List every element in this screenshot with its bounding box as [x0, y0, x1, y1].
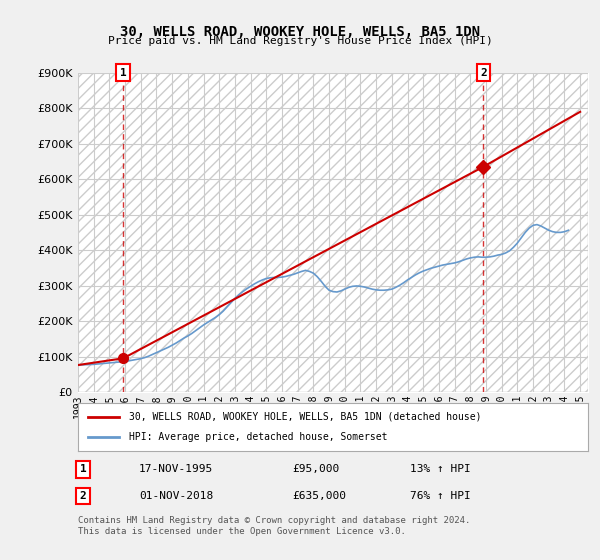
Text: 13% ↑ HPI: 13% ↑ HPI: [409, 464, 470, 474]
Text: HPI: Average price, detached house, Somerset: HPI: Average price, detached house, Some…: [129, 432, 388, 442]
Text: 30, WELLS ROAD, WOOKEY HOLE, WELLS, BA5 1DN (detached house): 30, WELLS ROAD, WOOKEY HOLE, WELLS, BA5 …: [129, 412, 482, 422]
Text: Contains HM Land Registry data © Crown copyright and database right 2024.
This d: Contains HM Land Registry data © Crown c…: [78, 516, 470, 536]
Text: £635,000: £635,000: [292, 491, 346, 501]
Text: 1: 1: [80, 464, 86, 474]
Text: Price paid vs. HM Land Registry's House Price Index (HPI): Price paid vs. HM Land Registry's House …: [107, 36, 493, 46]
Text: 30, WELLS ROAD, WOOKEY HOLE, WELLS, BA5 1DN: 30, WELLS ROAD, WOOKEY HOLE, WELLS, BA5 …: [120, 25, 480, 39]
Text: 2: 2: [480, 68, 487, 78]
Text: 2: 2: [80, 491, 86, 501]
Text: 01-NOV-2018: 01-NOV-2018: [139, 491, 214, 501]
Text: £95,000: £95,000: [292, 464, 340, 474]
Text: 17-NOV-1995: 17-NOV-1995: [139, 464, 214, 474]
Text: 76% ↑ HPI: 76% ↑ HPI: [409, 491, 470, 501]
Text: 1: 1: [120, 68, 127, 78]
